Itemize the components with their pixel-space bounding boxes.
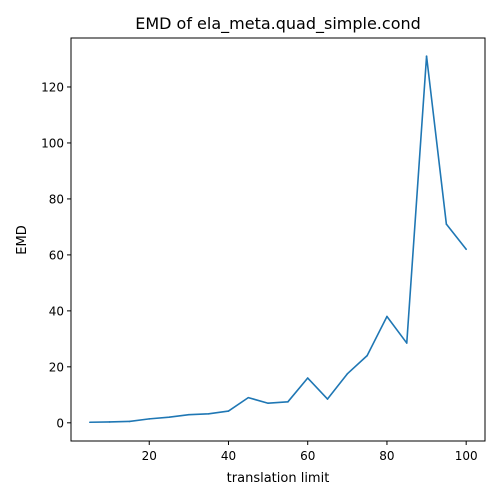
x-axis-label: translation limit xyxy=(227,471,330,486)
emd-data-point xyxy=(326,398,329,400)
emd-data-point xyxy=(128,420,131,423)
y-tick-label: 0 xyxy=(56,416,64,430)
emd-data-point xyxy=(148,418,151,420)
emd-data-point xyxy=(207,413,210,415)
chart-title: EMD of ela_meta.quad_simple.cond xyxy=(135,14,421,34)
emd-data-point xyxy=(465,248,467,251)
y-tick-label: 60 xyxy=(49,248,64,262)
x-tick-label: 60 xyxy=(300,449,315,463)
emd-data-point xyxy=(346,373,349,375)
emd-data-point xyxy=(306,377,309,379)
x-tick-label: 80 xyxy=(379,449,394,463)
axes-frame xyxy=(70,37,486,442)
emd-data-point xyxy=(89,421,91,424)
emd-data-point xyxy=(247,396,250,399)
y-tick-label: 40 xyxy=(49,304,64,318)
emd-data-point xyxy=(287,401,289,403)
x-tick-label: 20 xyxy=(142,449,157,463)
emd-data-point xyxy=(168,416,170,419)
x-tick-label: 100 xyxy=(455,449,478,463)
y-tick-label: 100 xyxy=(41,136,64,150)
y-tick-label: 80 xyxy=(49,192,64,206)
emd-data-point xyxy=(227,410,230,412)
emd-data-point xyxy=(267,402,269,405)
plot-area: 20 40 60 80 100 0 20 40 60 80 100 120 xyxy=(41,55,478,463)
y-tick-label: 120 xyxy=(41,80,64,94)
emd-data-point xyxy=(445,223,448,225)
emd-data-point xyxy=(188,413,190,416)
y-tick-label: 20 xyxy=(49,360,64,374)
emd-series-line xyxy=(89,55,467,424)
emd-data-point xyxy=(386,315,388,318)
emd-data-point xyxy=(425,55,428,57)
y-axis-label: EMD xyxy=(15,225,30,254)
x-tick-label: 40 xyxy=(221,449,236,463)
emd-data-point xyxy=(405,342,408,344)
emd-data-point xyxy=(108,421,111,423)
emd-data-point xyxy=(366,354,368,357)
